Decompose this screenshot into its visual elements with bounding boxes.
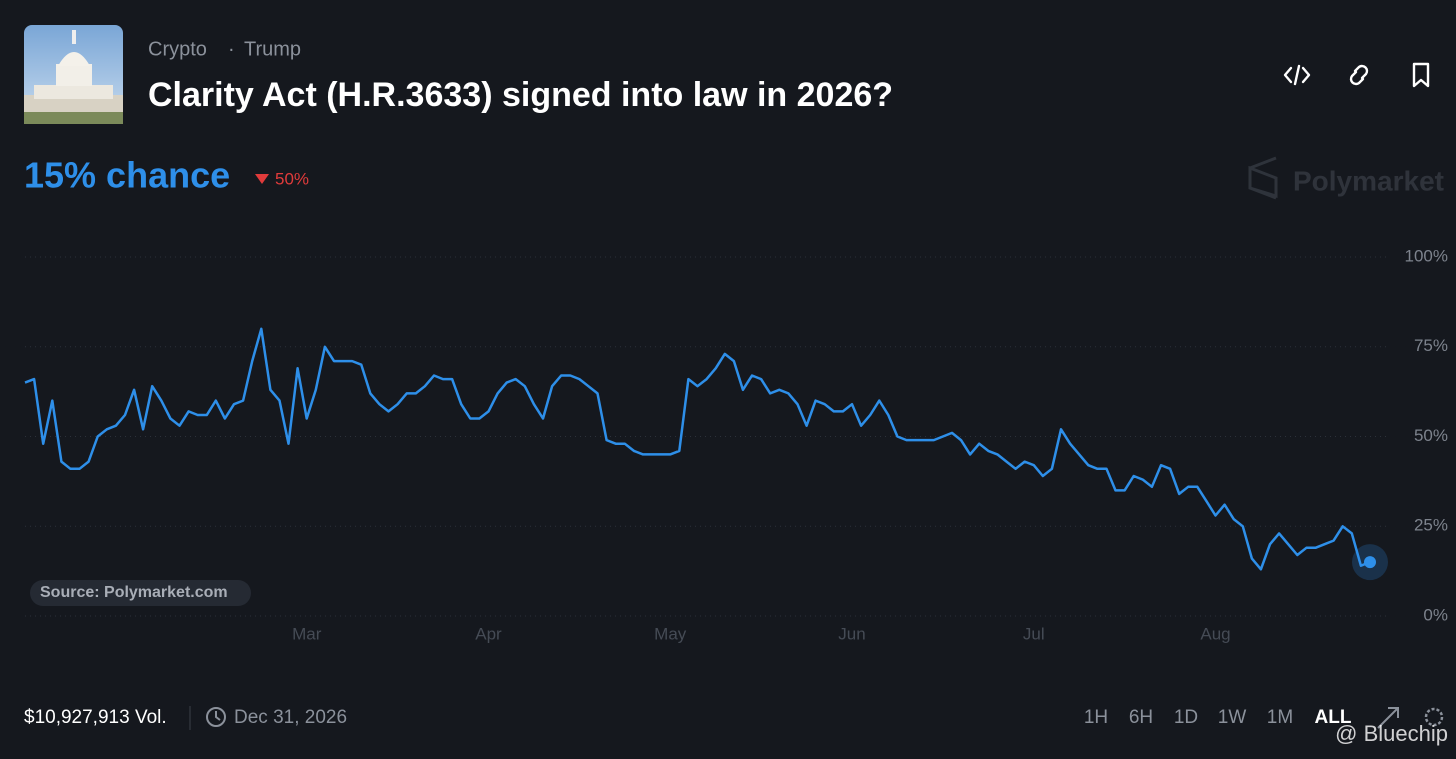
credit-watermark: @ Bluechip [1335,721,1448,746]
down-arrow [255,174,269,184]
y-tick-label: 25% [1414,516,1448,535]
x-tick-label: Apr [475,624,502,643]
chance: 15% chance [24,155,230,196]
y-tick-label: 100% [1405,246,1448,265]
watermark: Polymarket [1293,165,1444,196]
logo-watermark: Polymarket [1248,156,1444,200]
last-point [1364,556,1376,569]
separator: · [228,38,235,60]
range-buttons: 1H 6H 1D 1W 1M ALL [1084,707,1352,728]
x-tick-label: Jun [838,624,865,643]
title: Clarity Act (H.R.3633) signed into law i… [148,76,893,114]
market-image [24,25,123,124]
y-tick-label: 50% [1414,426,1448,445]
x-tick-label: Mar [292,624,322,643]
source: Source: Polymarket.com [40,584,228,601]
volume: $10,927,913 Vol. [24,707,167,728]
end-date: Dec 31, 2026 [234,707,347,728]
price-line [24,327,1371,571]
clock-icon [206,707,226,727]
range-button[interactable]: 1W [1218,707,1247,728]
x-tick-label: Jul [1023,624,1045,643]
source-badge [30,580,251,606]
range-button[interactable]: 1M [1267,707,1293,728]
x-tick-label: Aug [1200,624,1230,643]
range-button[interactable]: 6H [1129,707,1153,728]
expand-icon[interactable] [1377,707,1399,729]
settings-icon[interactable] [1424,707,1444,727]
y-tick-label: 0% [1423,605,1448,624]
y-tick-label: 75% [1414,336,1448,355]
range-button[interactable]: 1H [1084,707,1108,728]
link-icon[interactable] [1349,64,1369,86]
range-button[interactable]: 1D [1174,707,1198,728]
tag[interactable]: Trump [244,38,301,60]
range-button[interactable]: ALL [1315,707,1352,728]
tag[interactable]: Crypto [148,38,207,60]
change: 50% [275,169,309,188]
plot: 0% 25% 50% 75% 100% Mar Apr May Jun Jul Aug [24,246,1448,643]
x-tick-label: May [654,624,687,643]
bookmark-icon[interactable] [1412,62,1430,88]
embed-icon[interactable] [1283,64,1311,86]
